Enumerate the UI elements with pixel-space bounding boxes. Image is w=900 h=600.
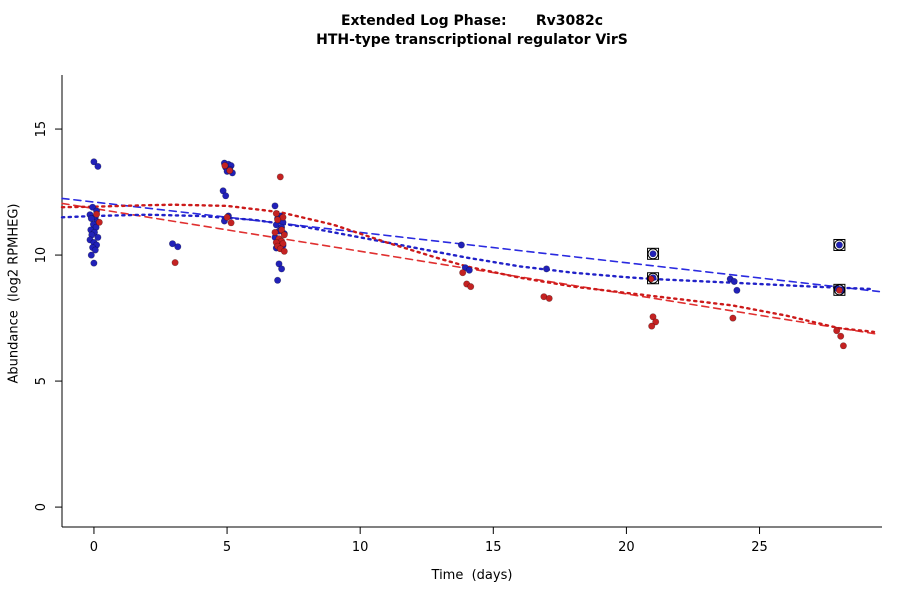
marked-point-circle [833, 239, 845, 251]
data-point-blue [90, 259, 98, 267]
x-tick-label: 25 [751, 540, 768, 555]
x-tick-label: 10 [352, 540, 369, 555]
data-point-blue [94, 162, 102, 170]
data-point-blue [542, 265, 550, 273]
data-point-blue [89, 203, 97, 211]
data-point-red [467, 283, 475, 291]
data-point-red [545, 294, 553, 302]
x-tick-label: 0 [90, 540, 98, 555]
data-point-red [649, 313, 657, 321]
y-tick-label: 15 [34, 121, 49, 138]
marked-point-circle [647, 248, 659, 260]
data-point-blue [649, 250, 657, 258]
x-tick-label: 20 [618, 540, 635, 555]
data-point-blue [278, 265, 286, 273]
data-point-blue [94, 233, 102, 241]
marked-point-circle [647, 272, 659, 284]
red-dotted-smooth-fit [60, 203, 876, 334]
data-point-red [278, 226, 286, 234]
data-point-blue [730, 277, 738, 285]
data-point-red [652, 318, 660, 326]
y-tick-label: 0 [34, 503, 49, 511]
x-tick-label: 5 [223, 540, 231, 555]
marked-point-circle [833, 284, 845, 296]
data-point-red [280, 231, 288, 239]
title-block: Extended Log Phase: Rv3082c HTH-type tra… [62, 12, 882, 50]
blue-dotted-smooth-fit [60, 213, 876, 291]
chart-title: Extended Log Phase: Rv3082c [340, 13, 604, 29]
data-point-blue [91, 246, 99, 254]
data-point-red [835, 286, 843, 294]
data-point-red [276, 173, 284, 181]
data-point-red [272, 210, 280, 218]
chart-subtitle: HTH-type transcriptional regulator VirS [316, 32, 628, 48]
y-tick-label: 10 [34, 247, 49, 264]
data-point-red [95, 218, 103, 226]
data-point-red [648, 322, 656, 330]
data-point-blue [457, 241, 465, 249]
data-point-blue [222, 192, 230, 200]
data-point-red [223, 213, 231, 221]
data-point-blue [90, 158, 98, 166]
blue-dashed-linear-fit [61, 197, 881, 293]
x-axis-label: Time (days) [431, 568, 513, 583]
data-point-red [833, 327, 841, 335]
data-point-blue [87, 215, 95, 223]
data-point-blue [835, 241, 843, 249]
data-point-red [93, 210, 101, 218]
data-point-red [279, 240, 287, 248]
data-point-blue [271, 202, 279, 210]
data-point-red [227, 219, 235, 227]
data-point-blue [733, 286, 741, 294]
data-point-blue [169, 240, 177, 248]
data-point-red [839, 342, 847, 350]
data-point-blue [87, 251, 95, 259]
data-point-red [226, 167, 234, 175]
data-point-blue [174, 243, 182, 251]
data-point-red [280, 247, 288, 255]
data-point-red [837, 332, 845, 340]
data-point-red [221, 162, 229, 170]
data-point-blue [274, 276, 282, 284]
data-point-red [459, 269, 467, 277]
data-point-blue [465, 266, 473, 274]
data-point-red [729, 314, 737, 322]
data-point-red [274, 216, 282, 224]
data-point-red [271, 228, 279, 236]
x-tick-label: 15 [485, 540, 502, 555]
y-tick-label: 5 [34, 377, 49, 385]
data-point-red [171, 259, 179, 267]
data-point-red [279, 213, 287, 221]
